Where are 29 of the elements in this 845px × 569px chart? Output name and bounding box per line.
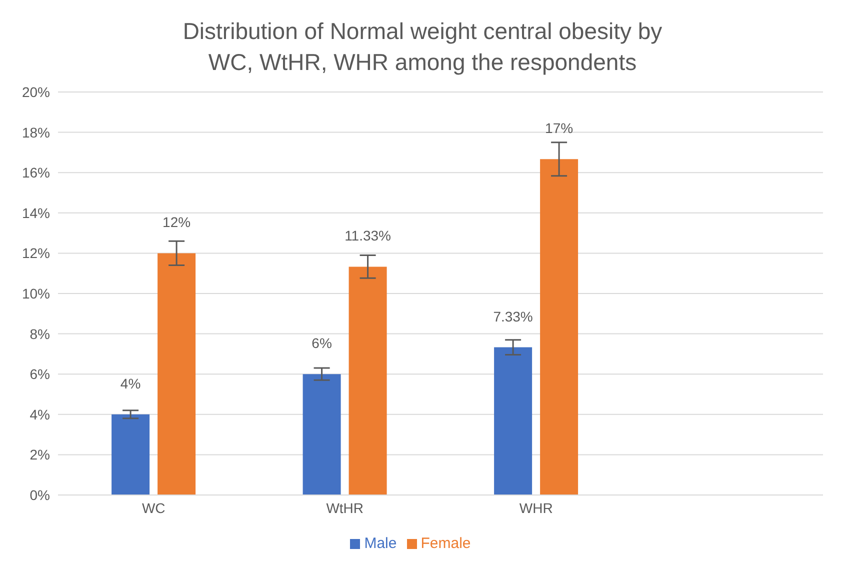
bar [302, 374, 341, 495]
data-label: 12% [162, 214, 191, 230]
x-tick-label: WC [142, 500, 166, 516]
legend-label: Female [420, 535, 471, 552]
x-tick-label: WtHR [326, 500, 364, 516]
data-label: 4% [120, 375, 141, 392]
data-label: 11.33% [344, 228, 392, 244]
bar [540, 159, 578, 495]
x-tick-label: WHR [519, 500, 553, 516]
y-tick-label: 16% [22, 164, 50, 181]
y-tick-label: 18% [22, 124, 50, 140]
y-tick-label: 0% [30, 486, 50, 503]
data-label: 17% [545, 120, 574, 136]
chart-title: Distribution of Normal weight central obesity by WC, WtHR, WHR among the respondents [182, 17, 664, 77]
y-tick-label: 12% [22, 245, 50, 262]
data-label: 6% [312, 335, 332, 352]
legend-label: Male [364, 535, 397, 552]
y-tick-label: 8% [30, 326, 50, 342]
y-tick-label: 14% [22, 204, 50, 221]
y-tick-label: 2% [30, 446, 50, 463]
bar [158, 253, 196, 495]
bar [112, 414, 150, 495]
y-tick-label: 4% [30, 406, 50, 422]
y-tick-label: 10% [22, 285, 50, 302]
data-label: 7.33% [493, 308, 533, 324]
bar [348, 266, 387, 495]
bar [494, 347, 532, 495]
y-tick-label: 6% [30, 366, 50, 382]
y-tick-label: 20% [22, 84, 50, 100]
